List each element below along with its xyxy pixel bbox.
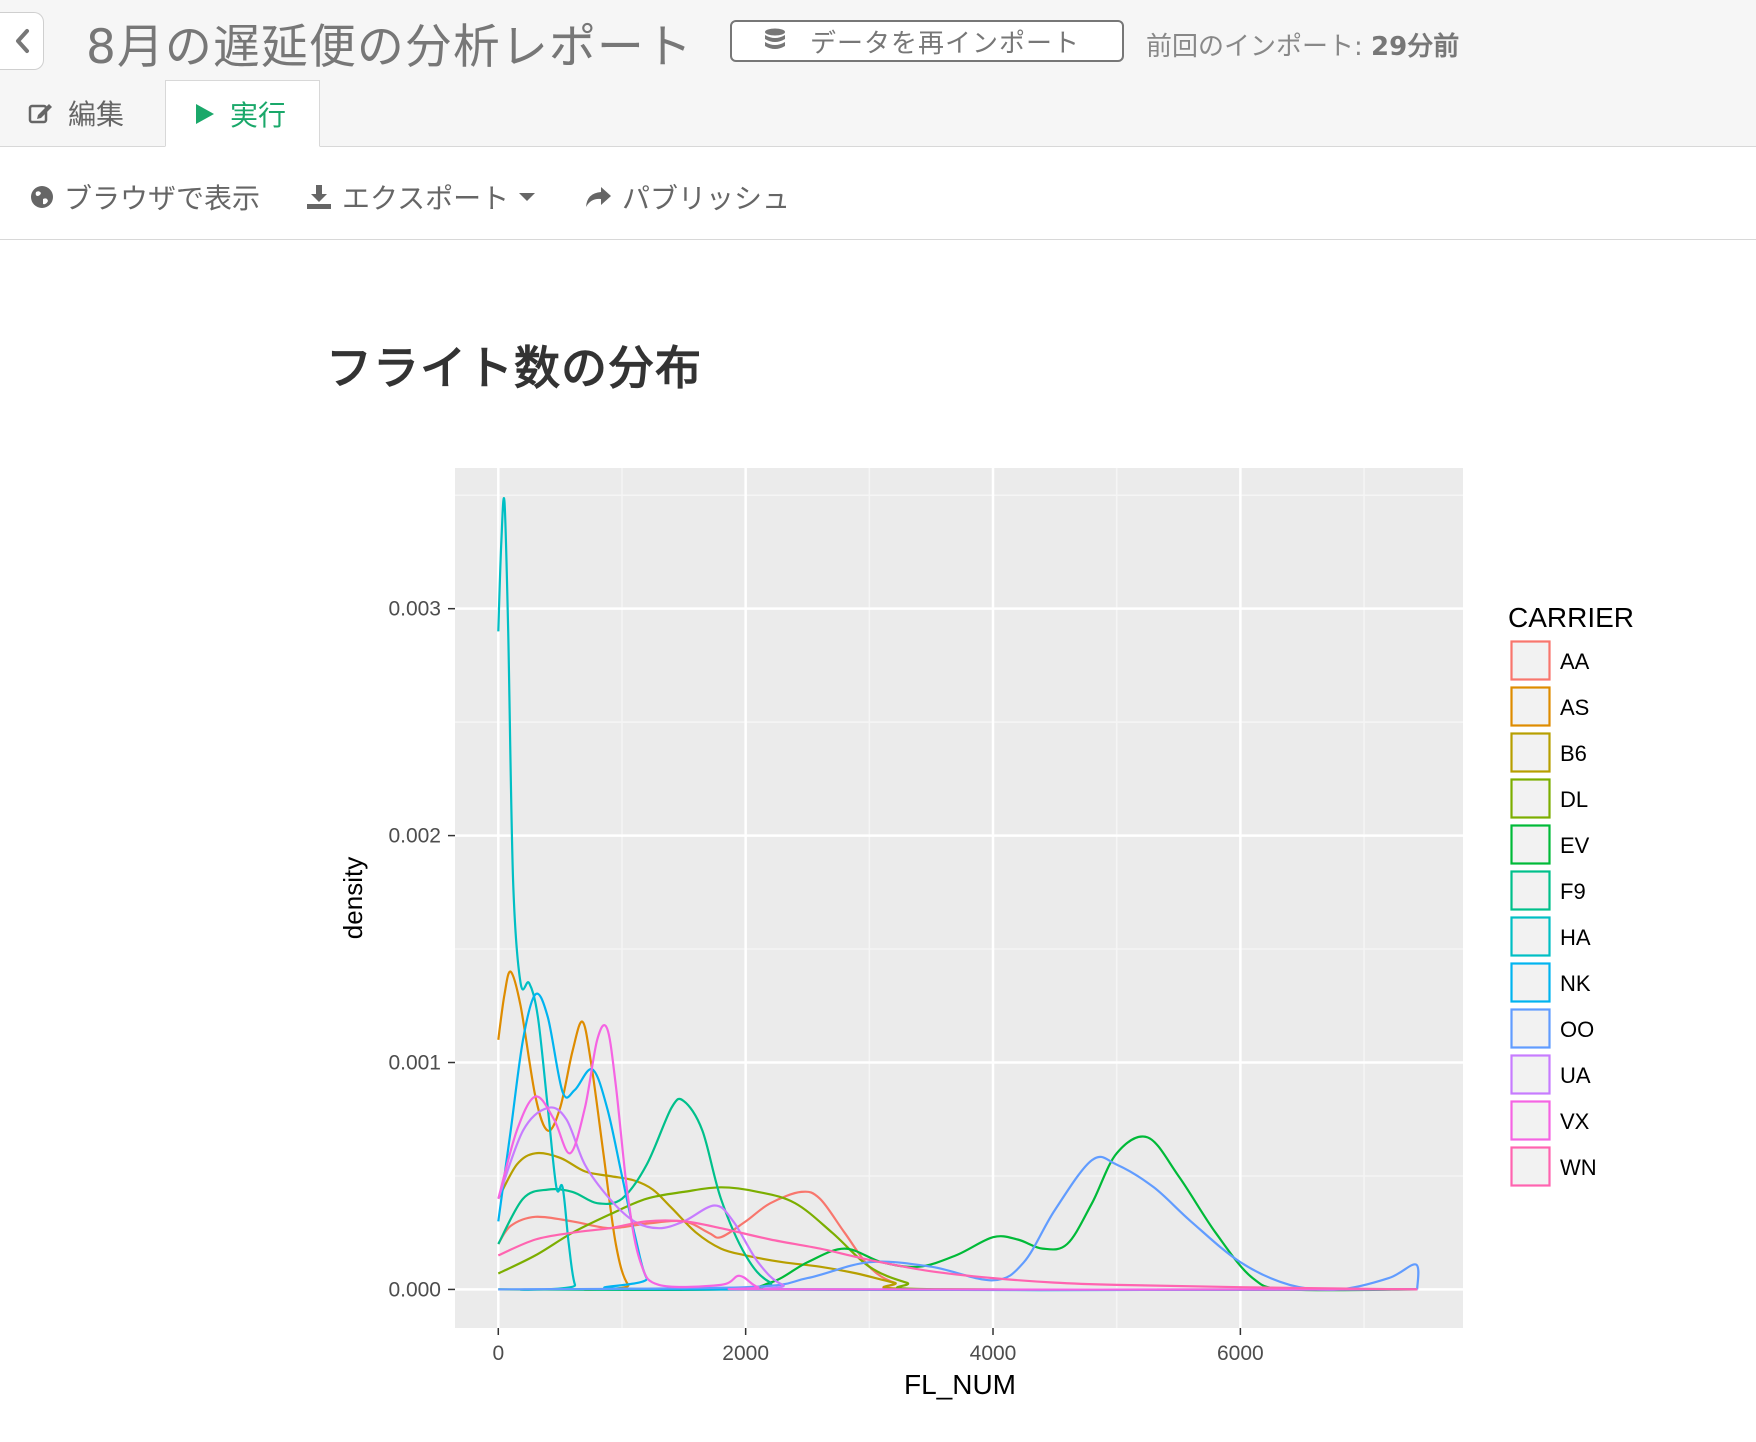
legend-key-bg [1509,685,1552,728]
minor-gridlines [455,468,1463,1328]
legend-key-ha [1510,916,1551,957]
y-tick-label: 0.002 [388,825,441,848]
legend-label-as: AS [1560,695,1589,720]
legend-label-ua: UA [1560,1063,1591,1088]
top-bar: 8月の遅延便の分析レポート データを再インポート 前回のインポート: 29分前 … [0,0,1756,147]
legend-key-dl [1510,778,1551,819]
last-import-prefix: 前回のインポート: [1146,32,1372,62]
export-label: エクスポート [342,182,510,215]
x-axis: 0 2000 4000 6000 [492,1328,1264,1365]
legend-label-oo: OO [1560,1017,1594,1042]
legend: CARRIER AA AS B6 DL EV F9 HA NK OO UA VX WN [1508,602,1634,1188]
legend-label-f9: F9 [1560,879,1586,904]
legend-key-bg [1509,1007,1552,1050]
legend-key-bg [1509,1145,1552,1188]
view-in-browser-button[interactable]: ブラウザで表示 [30,177,260,217]
report-title: 8月の遅延便の分析レポート [86,20,693,75]
legend-key-bg [1509,823,1552,866]
series-line-ua [497,1106,1418,1291]
share-icon [586,187,611,207]
x-tick-label: 0 [492,1342,504,1365]
series-line-ev [498,1135,1418,1292]
y-axis-label: density [338,857,368,939]
tab-run[interactable]: 実行 [165,80,320,147]
series-line-vx [497,1024,1418,1291]
legend-title: CARRIER [1508,602,1634,633]
x-tick-label: 4000 [970,1342,1017,1365]
database-icon [765,28,785,49]
density-curves [497,497,1420,1292]
y-tick-label: 0.000 [388,1278,441,1301]
y-tick-label: 0.001 [388,1052,441,1075]
legend-label-aa: AA [1560,649,1590,674]
legend-label-nk: NK [1560,971,1591,996]
major-gridlines [455,468,1463,1328]
caret-down-icon [519,193,536,201]
view-in-browser-label: ブラウザで表示 [64,182,261,215]
toolbar: ブラウザで表示 エクスポート パブリッシュ [0,147,1756,240]
legend-key-nk [1510,962,1551,1003]
plot-panel [455,468,1463,1328]
series-line-nk [497,992,1418,1292]
legend-key-bg [1509,961,1552,1004]
y-axis: 0.000 0.001 0.002 0.003 [388,598,455,1301]
legend-key-vx [1510,1100,1551,1141]
last-import-status: 前回のインポート: 29分前 [1146,26,1459,63]
edit-icon [28,104,52,124]
legend-key-oo [1510,1008,1551,1049]
legend-key-bg [1509,869,1552,912]
legend-key-wn [1510,1146,1551,1187]
legend-label-ha: HA [1560,925,1591,950]
series-line-oo [498,1155,1420,1291]
globe-icon [31,186,53,208]
legend-key-ua [1510,1054,1551,1095]
series-line-ha [497,497,1418,1291]
x-tick-label: 6000 [1217,1342,1264,1365]
legend-label-dl: DL [1560,787,1588,812]
legend-label-wn: WN [1560,1155,1597,1180]
series-line-aa [497,1190,1418,1292]
legend-key-bg [1509,731,1552,774]
reimport-data-button[interactable]: データを再インポート [730,20,1124,62]
legend-key-aa [1510,640,1551,681]
publish-button[interactable]: パブリッシュ [584,177,790,217]
legend-key-bg [1509,1099,1552,1142]
legend-key-ev [1510,824,1551,865]
tab-edit[interactable]: 編集 [28,80,124,146]
y-tick-label: 0.003 [388,598,441,621]
chevron-left-icon [15,29,29,53]
last-import-time: 29分前 [1371,32,1460,62]
legend-key-as [1510,686,1551,727]
legend-label-vx: VX [1560,1109,1590,1134]
series-line-b6 [497,1151,1418,1292]
series-line-f9 [497,1097,1418,1292]
series-line-dl [497,1186,1418,1292]
legend-key-bg [1509,915,1552,958]
legend-label-b6: B6 [1560,741,1587,766]
legend-key-bg [1509,1053,1552,1096]
export-button[interactable]: エクスポート [306,177,536,217]
tab-run-label: 実行 [230,98,287,132]
section-title: フライト数の分布 [326,341,702,395]
legend-label-ev: EV [1560,833,1590,858]
publish-label: パブリッシュ [622,182,791,215]
tab-edit-label: 編集 [68,98,125,131]
legend-key-bg [1509,639,1552,682]
play-icon [196,103,214,124]
x-tick-label: 2000 [722,1342,769,1365]
legend-key-bg [1509,777,1552,820]
back-button[interactable] [0,12,44,70]
legend-key-f9 [1510,870,1551,911]
download-icon [307,185,331,209]
reimport-label: データを再インポート [810,28,1081,59]
series-line-as [497,970,1418,1291]
series-line-wn [497,1219,1418,1291]
x-axis-label: FL_NUM [904,1369,1016,1400]
legend-key-b6 [1510,732,1551,773]
